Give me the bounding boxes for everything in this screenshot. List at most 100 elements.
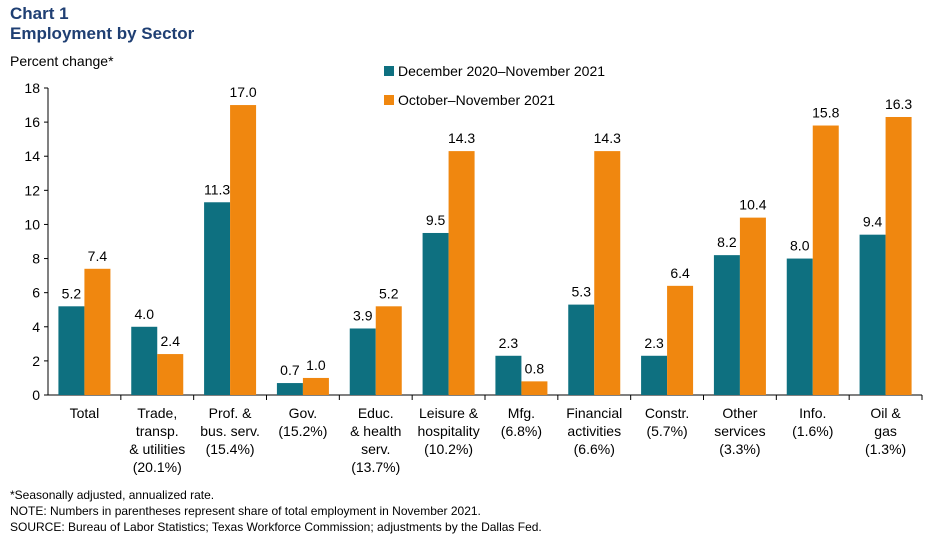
data-label: 17.0 <box>229 84 256 100</box>
category-label: Gov. <box>289 405 318 421</box>
category-label: (6.6%) <box>574 441 615 457</box>
category-label: (20.1%) <box>133 459 182 475</box>
bar-series-2 <box>84 268 111 395</box>
legend-swatch-1 <box>384 66 394 76</box>
data-label: 0.7 <box>280 362 300 378</box>
footnote-seasonal: *Seasonally adjusted, annualized rate. <box>10 488 215 502</box>
category-label: (5.7%) <box>646 423 687 439</box>
data-label: 3.9 <box>353 307 373 323</box>
bar-series-2 <box>157 354 184 395</box>
bar-series-1 <box>131 326 158 395</box>
category-label: Total <box>70 405 100 421</box>
data-label: 9.4 <box>863 214 883 230</box>
title-block: Chart 1 Employment by Sector <box>10 4 194 44</box>
bar-series-2 <box>448 151 475 395</box>
category-label: gas <box>874 423 897 439</box>
category-label: (13.7%) <box>351 459 400 475</box>
legend-label-1: December 2020–November 2021 <box>398 63 605 79</box>
y-tick-label: 16 <box>24 114 40 130</box>
chart-title: Employment by Sector <box>10 24 195 43</box>
data-label: 0.8 <box>525 360 545 376</box>
data-label: 5.3 <box>572 284 592 300</box>
data-label: 5.2 <box>379 285 399 301</box>
category-label: Other <box>722 405 757 421</box>
category-label: Trade, <box>137 405 177 421</box>
y-tick-label: 18 <box>24 80 40 96</box>
category-label: (1.3%) <box>865 441 906 457</box>
category-label: Educ. <box>358 405 394 421</box>
data-label: 6.4 <box>670 265 690 281</box>
data-label: 5.2 <box>62 285 82 301</box>
y-axis-units: Percent change* <box>10 53 114 69</box>
bar-series-1 <box>422 232 449 395</box>
bar-series-1 <box>276 383 303 395</box>
bar-series-1 <box>786 258 813 395</box>
bar-series-2 <box>230 105 257 396</box>
data-label: 1.0 <box>306 357 326 373</box>
footnotes: *Seasonally adjusted, annualized rate. N… <box>10 487 542 535</box>
bar-series-2 <box>667 285 694 395</box>
data-label: 7.4 <box>88 248 108 264</box>
category-label: hospitality <box>417 423 479 439</box>
category-label: (15.2%) <box>278 423 327 439</box>
category-label: (3.3%) <box>719 441 760 457</box>
footnote-note: NOTE: Numbers in parentheses represent s… <box>10 504 481 518</box>
bar-series-1 <box>349 328 376 395</box>
bar-series-2 <box>375 306 402 395</box>
footnote-source: SOURCE: Bureau of Labor Statistics; Texa… <box>10 520 542 534</box>
bar-series-1 <box>204 202 231 395</box>
category-label: Info. <box>799 405 826 421</box>
category-label: services <box>714 423 765 439</box>
category-label: transp. <box>136 423 179 439</box>
bar-series-2 <box>885 116 912 395</box>
bar-series-2 <box>739 217 766 395</box>
category-label: & utilities <box>129 441 185 457</box>
data-label: 4.0 <box>135 306 155 322</box>
data-label: 8.2 <box>717 234 737 250</box>
category-label: serv. <box>361 441 390 457</box>
y-tick-label: 0 <box>32 387 40 403</box>
category-label: activities <box>567 423 621 439</box>
bar-series-2 <box>812 125 839 396</box>
category-label: Leisure & <box>419 405 479 421</box>
legend-label-2: October–November 2021 <box>398 92 555 108</box>
data-label: 8.0 <box>790 238 810 254</box>
data-label: 14.3 <box>594 130 621 146</box>
category-label: (1.6%) <box>792 423 833 439</box>
y-tick-label: 4 <box>32 319 40 335</box>
y-tick-label: 10 <box>24 216 40 232</box>
data-label: 14.3 <box>448 130 475 146</box>
data-label: 2.4 <box>161 333 181 349</box>
bar-series-1 <box>568 304 595 395</box>
category-label: Mfg. <box>508 405 535 421</box>
bar-series-1 <box>641 355 668 395</box>
y-tick-label: 8 <box>32 251 40 267</box>
category-label: Financial <box>566 405 622 421</box>
data-label: 2.3 <box>644 335 664 351</box>
category-label: (10.2%) <box>424 441 473 457</box>
category-label: (6.8%) <box>501 423 542 439</box>
data-label: 10.4 <box>739 197 766 213</box>
bar-series-1 <box>495 355 522 395</box>
data-label: 16.3 <box>885 96 912 112</box>
y-tick-label: 12 <box>24 182 40 198</box>
bar-series-1 <box>859 234 886 395</box>
category-label: & health <box>350 423 401 439</box>
chart-number: Chart 1 <box>10 4 69 23</box>
category-label: Oil & <box>870 405 901 421</box>
data-label: 9.5 <box>426 212 446 228</box>
y-tick-label: 14 <box>24 148 40 164</box>
legend-swatch-2 <box>384 95 394 105</box>
category-label: (15.4%) <box>206 441 255 457</box>
bar-series-1 <box>58 306 85 395</box>
bar-series-1 <box>713 255 740 395</box>
data-label: 11.3 <box>204 181 230 197</box>
y-tick-label: 6 <box>32 285 40 301</box>
bar-series-2 <box>521 381 548 395</box>
bar-series-2 <box>594 151 621 395</box>
category-label: Prof. & <box>209 405 252 421</box>
bar-series-2 <box>302 377 329 395</box>
data-label: 2.3 <box>499 335 519 351</box>
category-label: bus. serv. <box>200 423 260 439</box>
